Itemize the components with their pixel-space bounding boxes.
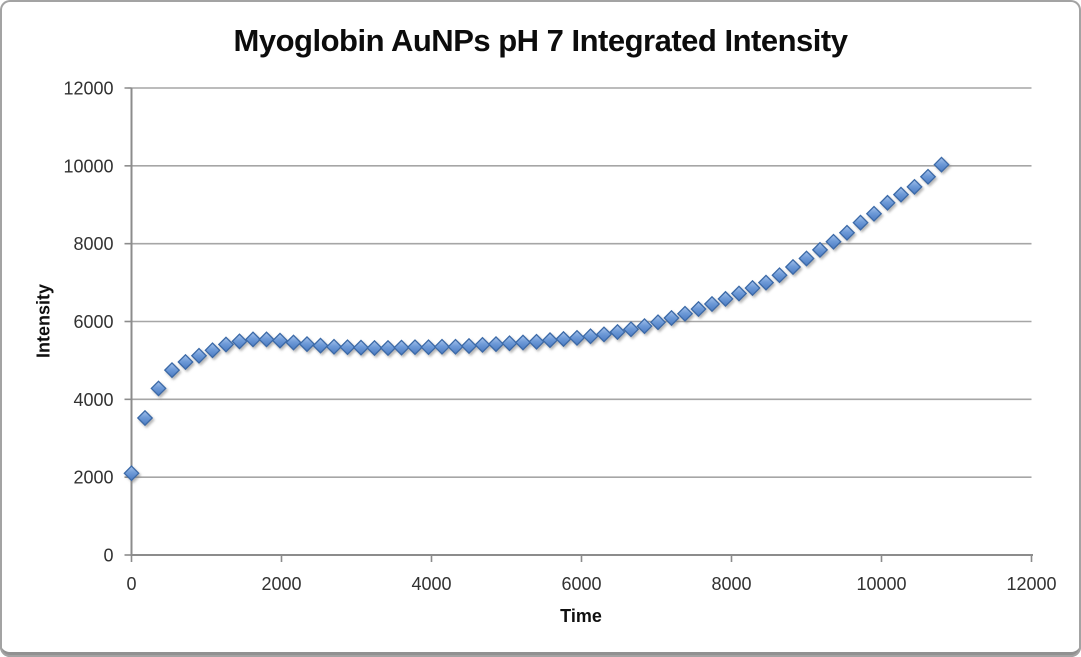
data-point-marker: [271, 332, 289, 349]
data-point-marker: [541, 332, 559, 349]
data-point-marker: [298, 335, 316, 353]
data-point-marker: [231, 333, 248, 350]
data-point-marker: [595, 326, 613, 343]
data-point-marker: [690, 300, 707, 318]
data-point-marker: [717, 290, 734, 308]
data-point-marker: [838, 224, 856, 241]
data-point-marker: [555, 330, 572, 348]
data-point-marker: [568, 329, 586, 346]
data-point-marker: [447, 338, 464, 355]
data-point-marker: [892, 186, 910, 203]
data-point-marker: [258, 331, 275, 348]
data-point-marker: [514, 334, 532, 351]
data-point-marker: [420, 339, 437, 356]
data-point-marker: [825, 233, 842, 250]
data-point-marker: [406, 339, 424, 356]
data-point-marker: [325, 338, 343, 355]
x-tick-label: 10000: [856, 574, 906, 594]
data-point-marker: [933, 156, 950, 173]
data-point-marker: [852, 214, 869, 231]
y-tick-label: 0: [103, 546, 113, 566]
data-point-marker: [811, 241, 829, 259]
data-point-marker: [501, 335, 518, 352]
data-point-marker: [177, 353, 194, 371]
data-point-marker: [217, 336, 235, 353]
data-point-marker: [123, 465, 140, 482]
x-tick-label: 8000: [711, 574, 751, 594]
data-point-marker: [744, 279, 761, 297]
x-tick-label: 12000: [1006, 574, 1056, 594]
data-point-marker: [879, 194, 896, 211]
data-point-marker: [474, 336, 491, 353]
y-tick-label: 12000: [63, 79, 113, 99]
data-point-marker: [622, 321, 640, 338]
data-point-marker: [487, 335, 505, 353]
data-point-marker: [244, 331, 262, 348]
x-tick-label: 2000: [261, 574, 301, 594]
data-point-marker: [190, 347, 208, 364]
y-tick-label: 2000: [73, 468, 113, 488]
data-point-marker: [150, 380, 167, 397]
data-point-marker: [636, 318, 653, 335]
x-axis-title: Time: [560, 606, 602, 626]
y-tick-label: 4000: [73, 390, 113, 410]
data-point-marker: [730, 285, 748, 302]
data-point-marker: [379, 339, 397, 357]
data-point-marker: [204, 342, 221, 359]
x-tick-label: 0: [126, 574, 136, 594]
data-point-marker: [285, 334, 302, 351]
data-point-marker: [433, 338, 451, 355]
data-point-marker: [676, 305, 694, 322]
y-tick-label: 10000: [63, 156, 113, 176]
data-point-marker: [460, 337, 478, 355]
data-point-marker: [798, 250, 815, 267]
data-point-marker: [649, 314, 667, 331]
data-point-marker: [663, 309, 680, 327]
data-point-marker: [312, 337, 329, 354]
data-point-marker: [528, 333, 545, 350]
data-point-marker: [136, 409, 154, 427]
data-point-marker: [865, 205, 883, 222]
data-point-marker: [366, 339, 383, 357]
data-point-marker: [919, 168, 937, 185]
data-point-marker: [906, 178, 923, 195]
x-tick-label: 6000: [561, 574, 601, 594]
data-point-marker: [784, 258, 802, 276]
data-point-marker: [771, 267, 788, 284]
data-point-marker: [757, 274, 775, 291]
y-tick-label: 8000: [73, 234, 113, 254]
y-tick-label: 6000: [73, 312, 113, 332]
data-point-marker: [352, 339, 370, 356]
data-point-marker: [393, 339, 410, 356]
data-point-marker: [163, 362, 181, 379]
x-tick-label: 4000: [411, 574, 451, 594]
data-point-marker: [703, 295, 721, 313]
chart-title: Myoglobin AuNPs pH 7 Integrated Intensit…: [233, 23, 848, 58]
data-point-marker: [582, 328, 599, 345]
data-point-marker: [339, 339, 356, 356]
data-point-marker: [609, 323, 626, 341]
